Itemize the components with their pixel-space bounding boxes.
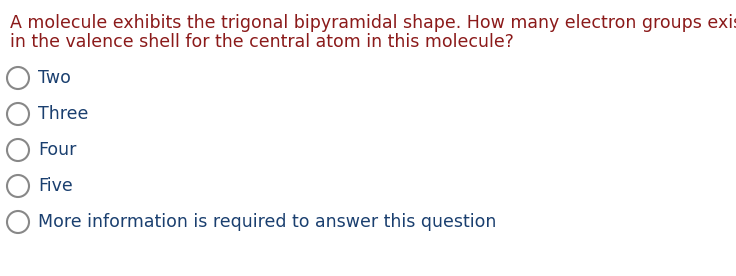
Text: A molecule exhibits the trigonal bipyramidal shape. How many electron groups exi: A molecule exhibits the trigonal bipyram… — [10, 14, 736, 32]
Text: in the valence shell for the central atom in this molecule?: in the valence shell for the central ato… — [10, 33, 514, 51]
Text: More information is required to answer this question: More information is required to answer t… — [38, 213, 496, 231]
Text: Two: Two — [38, 69, 71, 87]
Text: Three: Three — [38, 105, 88, 123]
Text: Four: Four — [38, 141, 77, 159]
Text: Five: Five — [38, 177, 73, 195]
